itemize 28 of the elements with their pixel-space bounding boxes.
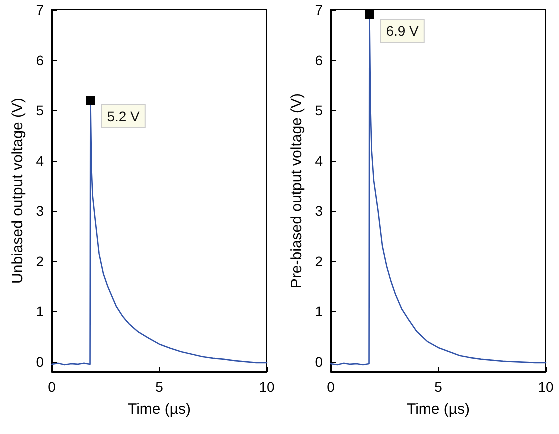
y-tick-label: 3 xyxy=(315,203,324,220)
y-tick-label: 5 xyxy=(36,102,44,119)
x-axis-title: Time (µs) xyxy=(128,401,192,418)
y-tick-label: 4 xyxy=(36,152,44,169)
y-tick-label: 1 xyxy=(315,304,324,320)
y-axis-title: Unbiased output voltage (V) xyxy=(9,98,26,284)
y-tick-label: 2 xyxy=(36,253,44,270)
x-axis-title: Time (µs) xyxy=(406,401,470,418)
x-tick-label: 5 xyxy=(156,379,164,395)
y-tick-label: 0 xyxy=(315,354,324,370)
y-axis-title: Pre-biased output voltage (V) xyxy=(288,93,306,289)
x-tick-label: 0 xyxy=(48,379,56,395)
y-tick-label: 5 xyxy=(315,102,324,119)
annotation: 6.9 V xyxy=(386,23,420,40)
y-tick-label: 6 xyxy=(315,52,324,68)
x-tick-label: 0 xyxy=(327,379,336,395)
y-tick-label: 3 xyxy=(36,203,44,220)
y-tick-label: 4 xyxy=(315,152,324,169)
x-tick-label: 5 xyxy=(434,379,443,395)
x-tick-label: 10 xyxy=(538,379,554,395)
annotation: 5.2 V xyxy=(107,108,141,124)
y-tick-label: 2 xyxy=(315,253,324,270)
y-tick-label: 7 xyxy=(315,2,324,18)
y-tick-label: 6 xyxy=(36,52,44,68)
y-tick-label: 1 xyxy=(36,304,44,320)
y-tick-label: 0 xyxy=(36,354,44,370)
x-tick-label: 10 xyxy=(259,379,275,395)
y-tick-label: 7 xyxy=(36,2,44,18)
